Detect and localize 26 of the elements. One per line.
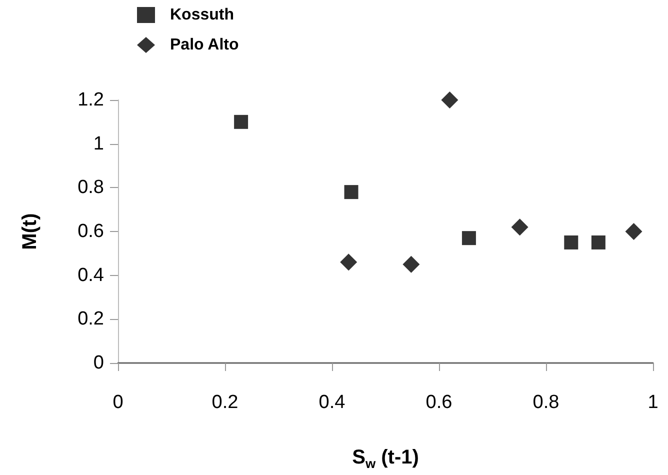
- y-tick-label: 0: [93, 352, 104, 374]
- y-tick-label: 0.2: [78, 308, 104, 330]
- point: [625, 223, 642, 240]
- point: [511, 218, 528, 236]
- point: [340, 254, 358, 271]
- x-tick-label: 0.2: [212, 392, 238, 413]
- y-tick-label: 0.8: [78, 177, 104, 198]
- x-tick-label: 0.6: [426, 392, 452, 413]
- point: [462, 231, 476, 246]
- x-tick-label: 0: [112, 392, 124, 413]
- point: [591, 235, 606, 250]
- point: [344, 185, 358, 200]
- point: [402, 256, 420, 273]
- point: [441, 92, 458, 108]
- x-tick-label: 0.4: [318, 392, 346, 413]
- legend-label: Palo Alto: [170, 36, 239, 54]
- y-tick-label: 1.2: [78, 90, 104, 110]
- point: [564, 235, 578, 250]
- y-axis-title: M(t): [19, 213, 41, 250]
- point: [234, 114, 248, 129]
- legend-label: Kossuth: [170, 6, 234, 24]
- y-tick-label: 0.4: [78, 264, 104, 286]
- x-tick-label: 1: [648, 392, 658, 413]
- y-tick-label: 1: [93, 133, 104, 154]
- y-tick-label: 0.6: [78, 221, 104, 242]
- x-tick-label: 0.8: [532, 392, 560, 413]
